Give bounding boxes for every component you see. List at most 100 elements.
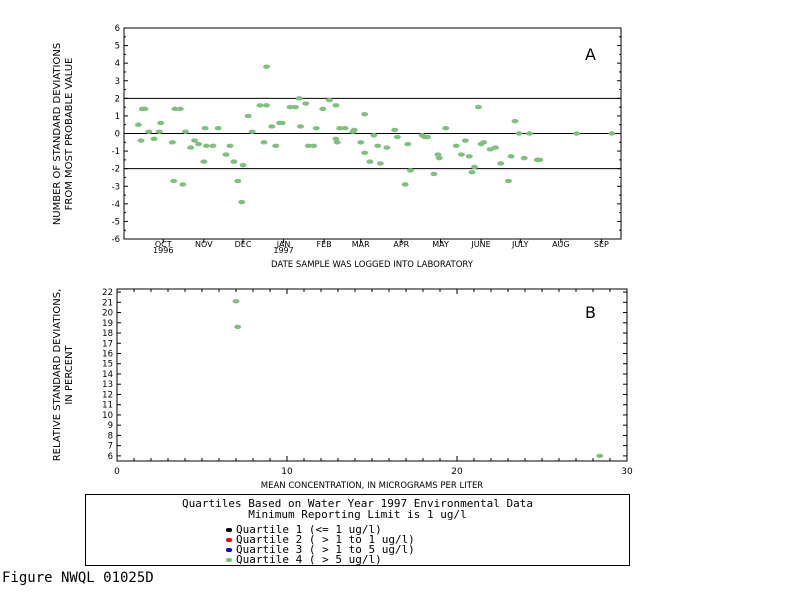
data-point — [442, 126, 450, 131]
x-tick-label: MAY — [432, 240, 449, 249]
data-point — [361, 111, 369, 117]
legend-item-quartile-1: Quartile 1 (<= 1 ug/l) — [226, 524, 415, 535]
data-point — [141, 106, 149, 112]
data-point — [357, 140, 365, 145]
data-point — [465, 154, 473, 159]
data-point — [480, 140, 488, 145]
y-tick-label: 6 — [108, 452, 113, 462]
data-point — [187, 145, 195, 150]
data-point — [350, 127, 358, 133]
data-point — [325, 97, 333, 103]
x-tick-label: OCT — [155, 240, 172, 249]
legend-item-label: Quartile 4 ( > 5 ug/l) — [236, 553, 382, 566]
data-point — [573, 131, 581, 136]
data-point — [150, 136, 158, 141]
y-tick-label: 14 — [102, 370, 113, 380]
data-point — [393, 134, 401, 140]
data-point — [406, 168, 414, 173]
panel-b-frame — [116, 288, 628, 462]
y-tick-label: 22 — [102, 288, 113, 298]
data-point — [209, 143, 217, 149]
y-tick-label: 20 — [102, 309, 113, 319]
data-point — [515, 131, 523, 136]
panel-a-label: A — [585, 45, 596, 64]
data-point — [505, 178, 513, 184]
data-point — [468, 169, 476, 175]
y-tick-label: -4 — [112, 200, 120, 210]
data-point — [374, 143, 382, 149]
data-point — [268, 124, 276, 129]
data-point — [366, 159, 374, 164]
data-point — [596, 453, 604, 459]
data-point — [497, 161, 505, 166]
legend-item-quartile-2: Quartile 2 ( > 1 to 1 ug/l) — [226, 534, 415, 545]
data-point — [239, 162, 247, 168]
data-point — [171, 106, 179, 112]
data-point — [232, 299, 240, 304]
data-point — [170, 178, 178, 184]
data-point — [332, 103, 340, 108]
data-point — [401, 182, 409, 187]
panel-b-points — [232, 299, 604, 459]
data-point — [256, 103, 264, 108]
legend-title-line1: Quartiles Based on Water Year 1997 Envir… — [182, 497, 533, 510]
legend-dot-icon — [226, 558, 232, 562]
x-tick-label: 10 — [281, 467, 293, 477]
y-tick-label: 11 — [102, 401, 113, 411]
panel-b-label: B — [585, 303, 596, 322]
data-point — [435, 155, 443, 161]
panel-b-xlabel: MEAN CONCENTRATION, IN MICROGRAMS PER LI… — [261, 481, 484, 491]
y-tick-label: 17 — [102, 339, 113, 349]
data-point — [302, 101, 310, 106]
data-point — [134, 122, 142, 127]
data-point — [234, 178, 242, 184]
data-point — [278, 120, 286, 126]
data-point — [168, 140, 176, 145]
y-tick-label: 16 — [102, 350, 113, 360]
legend-item-label: Quartile 3 ( > 1 to 5 ug/l) — [236, 543, 415, 556]
data-point — [214, 126, 222, 131]
data-point — [234, 324, 242, 330]
x-tick-label: 30 — [621, 467, 633, 477]
data-point — [181, 129, 189, 134]
y-tick-label: 2 — [115, 94, 120, 104]
y-tick-label: 18 — [102, 329, 113, 339]
data-point — [341, 126, 349, 131]
data-point — [202, 143, 210, 149]
y-tick-label: 10 — [102, 411, 113, 421]
data-point — [137, 138, 145, 143]
data-point — [238, 199, 246, 205]
data-point — [452, 143, 460, 149]
data-point — [155, 129, 163, 134]
panel-b-x-ticks: 0 10 20 30 — [114, 289, 633, 477]
panel-a-xlabel: DATE SAMPLE WAS LOGGED INTO LABORATORY — [271, 260, 474, 270]
y-tick-label: 19 — [102, 319, 113, 329]
data-point — [176, 106, 184, 112]
y-tick-label: 7 — [108, 442, 113, 452]
data-point — [312, 126, 320, 131]
y-tick-label: 15 — [102, 360, 113, 370]
data-point — [536, 157, 544, 163]
data-point — [286, 104, 294, 110]
legend-dot-icon — [226, 538, 232, 542]
data-point — [191, 138, 199, 143]
y-tick-label: -3 — [112, 182, 120, 192]
x-tick-label: MAR — [352, 240, 370, 249]
data-point — [376, 161, 384, 166]
y-tick-label: -2 — [112, 165, 120, 175]
data-point — [486, 147, 494, 152]
data-point — [430, 171, 438, 177]
data-point — [333, 140, 341, 145]
data-point — [272, 143, 280, 149]
y-tick-label: -6 — [112, 235, 120, 245]
x-tick-label: APR — [393, 240, 409, 249]
x-tick-label: JULY — [511, 240, 529, 249]
y-tick-label: 9 — [108, 421, 113, 431]
data-point — [291, 104, 299, 110]
y-tick-label: 8 — [108, 431, 113, 441]
data-point — [200, 159, 208, 164]
